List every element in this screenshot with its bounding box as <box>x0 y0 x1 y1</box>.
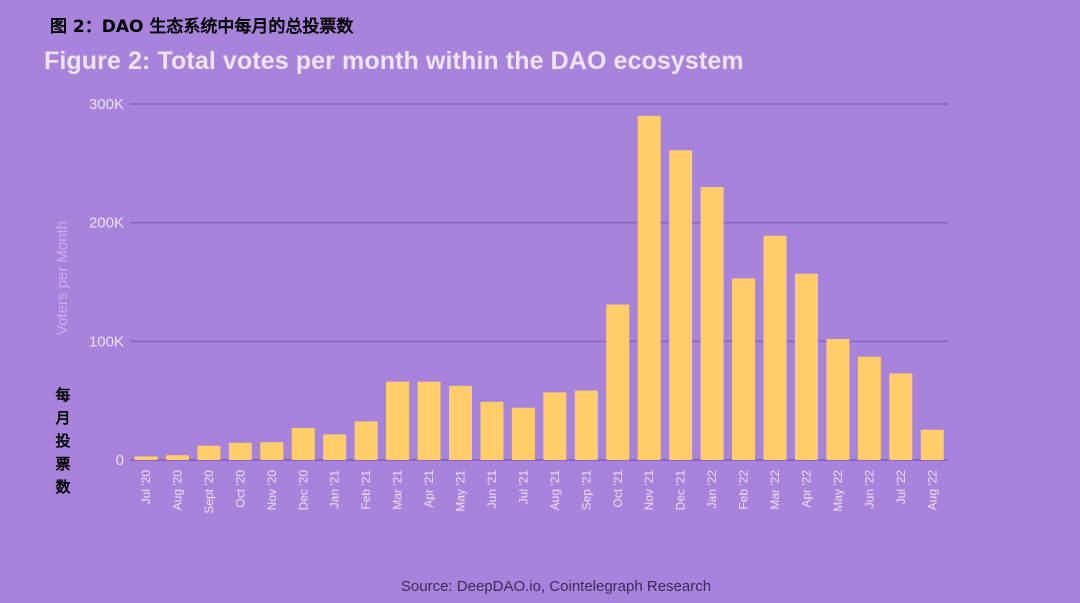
gridlines <box>130 103 948 461</box>
x-tick-label: Jul '20 <box>139 470 153 505</box>
bar <box>480 401 504 460</box>
y-tick-labels: 0 100K 200K 300K <box>89 96 124 469</box>
x-tick-label: Sept '20 <box>202 470 216 514</box>
x-tick-label: Feb '22 <box>737 470 751 510</box>
bar <box>669 150 693 460</box>
bar <box>606 304 630 460</box>
x-tick-label: Sep '21 <box>579 470 593 511</box>
bar <box>920 429 944 460</box>
x-tick-label: Jul '21 <box>516 470 530 505</box>
source-note: Source: DeepDAO.io, Cointelegraph Resear… <box>400 578 712 595</box>
x-tick-label: May '21 <box>454 470 468 512</box>
y-axis-title: Voters per Month <box>54 221 71 335</box>
bar <box>574 390 598 460</box>
y-tick-label: 100K <box>89 333 124 350</box>
x-tick-label: Jun '21 <box>485 470 499 509</box>
x-tick-label: Dec '21 <box>674 470 688 511</box>
x-tick-label: Jul '22 <box>894 470 908 505</box>
bar <box>511 407 535 460</box>
x-tick-label: Mar '22 <box>768 470 782 510</box>
chart-title: Figure 2: Total votes per month within t… <box>44 47 744 75</box>
bar <box>386 381 410 460</box>
bar <box>794 273 818 460</box>
chinese-y-axis-label: 每月投票数 <box>55 386 71 496</box>
x-tick-label: May '22 <box>831 470 845 512</box>
bars <box>134 115 944 461</box>
x-tick-label: Dec '20 <box>296 470 310 511</box>
y-tick-label: 200K <box>89 215 124 232</box>
x-tick-label: Apr '21 <box>422 470 436 508</box>
x-tick-label: Aug '22 <box>925 470 939 511</box>
x-tick-label: Feb '21 <box>359 470 373 510</box>
y-tick-label: 0 <box>116 452 124 469</box>
bar <box>260 442 284 460</box>
x-tick-label: Aug '20 <box>170 470 184 511</box>
x-tick-label: Nov '21 <box>642 470 656 511</box>
chinese-figure-title: 图 2：DAO 生态系统中每月的总投票数 <box>50 17 354 37</box>
bar <box>323 434 347 460</box>
x-tick-label: Mar '21 <box>391 470 405 510</box>
x-tick-label: Apr '22 <box>799 470 813 508</box>
bar <box>165 455 189 460</box>
y-tick-label: 300K <box>89 96 124 113</box>
bar <box>228 442 252 460</box>
bar <box>732 278 756 460</box>
bar <box>449 385 472 460</box>
bar <box>763 235 787 460</box>
bar <box>197 445 221 460</box>
bar <box>637 115 661 460</box>
x-tick-label: Jun '22 <box>862 470 876 509</box>
bar <box>354 421 378 460</box>
bar <box>291 427 315 460</box>
x-tick-label: Oct '20 <box>233 470 247 508</box>
bar <box>889 373 913 460</box>
bar <box>134 456 158 460</box>
x-tick-label: Nov '20 <box>265 470 279 511</box>
bar <box>826 338 850 460</box>
x-tick-label: Oct '21 <box>611 470 625 508</box>
x-tick-label: Aug '21 <box>548 470 562 511</box>
x-tick-labels: Jul '20 Aug '20 Sept '20 Oct '20 Nov '20 Dec … <box>139 470 939 514</box>
bar <box>417 381 441 460</box>
x-tick-label: Jan '21 <box>328 470 342 509</box>
bar <box>543 392 567 460</box>
bar <box>700 187 724 461</box>
bar <box>857 356 881 460</box>
x-tick-label: Jan '22 <box>705 470 719 509</box>
